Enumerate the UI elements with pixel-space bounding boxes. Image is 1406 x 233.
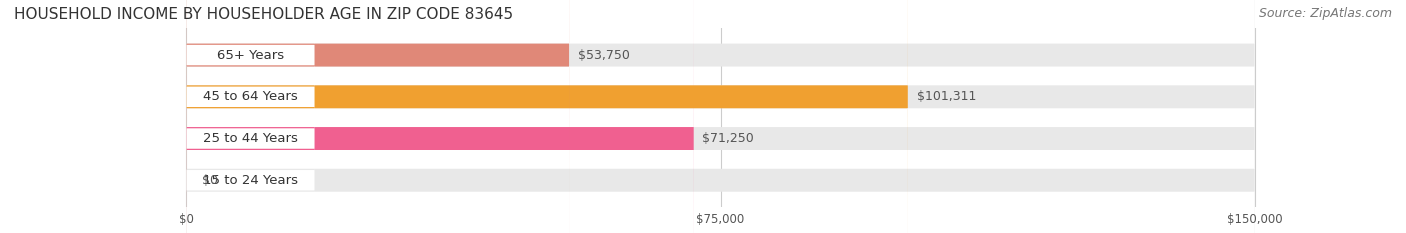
- Text: 45 to 64 Years: 45 to 64 Years: [202, 90, 298, 103]
- FancyBboxPatch shape: [187, 0, 1254, 233]
- Text: Source: ZipAtlas.com: Source: ZipAtlas.com: [1258, 7, 1392, 20]
- FancyBboxPatch shape: [187, 0, 1254, 233]
- FancyBboxPatch shape: [187, 0, 315, 233]
- FancyBboxPatch shape: [187, 0, 908, 233]
- Text: 65+ Years: 65+ Years: [217, 48, 284, 62]
- FancyBboxPatch shape: [187, 0, 1254, 233]
- FancyBboxPatch shape: [187, 0, 569, 233]
- Text: $101,311: $101,311: [917, 90, 976, 103]
- FancyBboxPatch shape: [187, 0, 1254, 233]
- Text: $53,750: $53,750: [578, 48, 630, 62]
- Text: HOUSEHOLD INCOME BY HOUSEHOLDER AGE IN ZIP CODE 83645: HOUSEHOLD INCOME BY HOUSEHOLDER AGE IN Z…: [14, 7, 513, 22]
- FancyBboxPatch shape: [187, 0, 315, 233]
- Text: 25 to 44 Years: 25 to 44 Years: [202, 132, 298, 145]
- FancyBboxPatch shape: [187, 0, 695, 233]
- Text: $0: $0: [202, 174, 218, 187]
- Text: 15 to 24 Years: 15 to 24 Years: [202, 174, 298, 187]
- FancyBboxPatch shape: [187, 0, 315, 233]
- FancyBboxPatch shape: [187, 0, 315, 233]
- Text: $71,250: $71,250: [703, 132, 754, 145]
